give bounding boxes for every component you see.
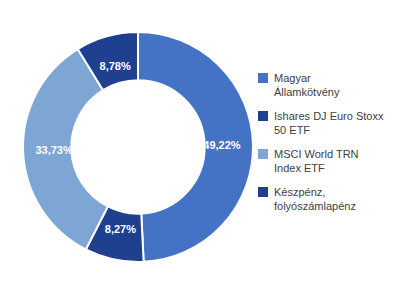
html-text:Államkötvény: Államkötvény (274, 86, 340, 98)
html-text:Magyar: Magyar (274, 72, 311, 84)
html-text:folyószámlapénz: folyószámlapénz (274, 200, 356, 212)
html-text:50 ETF: 50 ETF (274, 124, 311, 136)
html-text:Ishares DJ Euro Stoxx: Ishares DJ Euro Stoxx (274, 110, 384, 122)
svg-text:33,73%: 33,73% (35, 144, 73, 156)
html-text:Index ETF: Index ETF (274, 162, 325, 174)
svg-text:8,78%: 8,78% (100, 60, 131, 72)
html-text:MSCI World TRN: MSCI World TRN (274, 148, 359, 160)
svg-text:8,27%: 8,27% (105, 223, 136, 235)
svg-text:49,22%: 49,22% (203, 139, 241, 151)
html-text:Készpénz,: Készpénz, (274, 186, 326, 198)
